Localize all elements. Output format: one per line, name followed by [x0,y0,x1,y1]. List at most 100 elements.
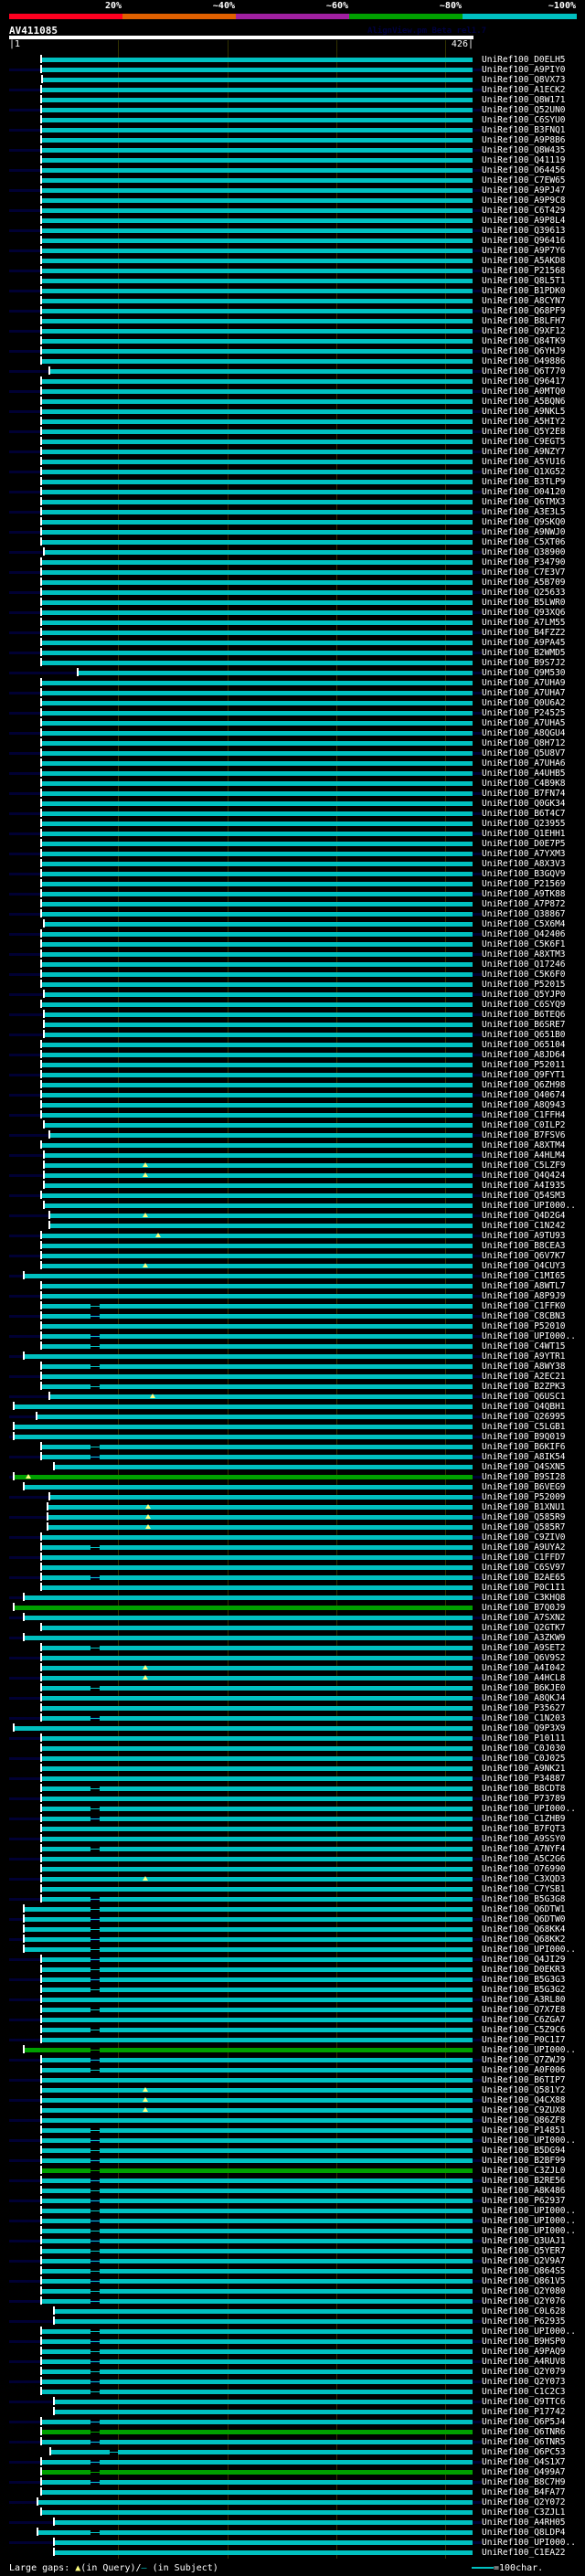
alignment-bar[interactable] [100,2239,473,2243]
alignment-row[interactable]: UniRef100_Q8L5T1 [0,276,585,286]
alignment-bar[interactable] [40,1002,473,1007]
hit-label-link[interactable]: UniRef100_A7LM55 [482,618,566,628]
hit-label-link[interactable]: UniRef100_O64456 [482,165,566,175]
alignment-bar[interactable] [40,2279,91,2284]
alignment-bar[interactable] [23,1937,91,1942]
alignment-bar[interactable] [100,1967,473,1972]
alignment-row[interactable]: UniRef100_C5X6M4 [0,919,585,929]
alignment-row[interactable]: UniRef100_A1ECK2 [0,85,585,95]
alignment-bar[interactable] [100,1947,473,1952]
alignment-bar[interactable] [40,2078,473,2083]
hit-label-link[interactable]: UniRef100_C6ZGA7 [482,2015,566,2025]
alignment-row[interactable]: UniRef100_A5BQN6 [0,397,585,407]
alignment-bar[interactable] [40,570,473,575]
alignment-bar[interactable] [37,2530,91,2535]
alignment-row[interactable]: UniRef100_Q4Q424 [0,1171,585,1181]
alignment-row[interactable]: UniRef100_A4HLM4 [0,1150,585,1161]
alignment-bar[interactable] [40,1977,91,1982]
hit-label-link[interactable]: UniRef100_A7UHA6 [482,758,566,769]
alignment-bar[interactable] [40,962,473,967]
hit-label-link[interactable]: UniRef100_D0E7P5 [482,839,566,849]
hit-label-link[interactable]: UniRef100_UPI000.. [482,1331,576,1341]
alignment-bar[interactable] [40,2369,91,2374]
alignment-bar[interactable] [40,440,473,444]
alignment-row[interactable]: UniRef100_C9EGT5 [0,437,585,447]
alignment-row[interactable]: UniRef100_Q1XG52 [0,467,585,477]
hit-label-link[interactable]: UniRef100_B1PDK0 [482,286,566,296]
hit-label-link[interactable]: UniRef100_Q96417 [482,376,566,387]
hit-label-link[interactable]: UniRef100_B5G3G8 [482,1894,566,1904]
alignment-row[interactable]: UniRef100_Q2Y073 [0,2377,585,2387]
hit-label-link[interactable]: UniRef100_Q5Y2E8 [482,427,566,437]
alignment-bar[interactable] [40,1455,91,1459]
alignment-row[interactable]: UniRef100_Q96417 [0,376,585,387]
alignment-row[interactable]: UniRef100_A4UHB5 [0,769,585,779]
alignment-row[interactable]: UniRef100_A5HIY2 [0,417,585,427]
alignment-row[interactable]: UniRef100_C1MI65 [0,1271,585,1281]
alignment-bar[interactable] [100,2460,473,2465]
hit-label-link[interactable]: UniRef100_Q4CUY3 [482,1261,566,1271]
alignment-bar[interactable] [100,1917,473,1922]
hit-label-link[interactable]: UniRef100_Q4CX88 [482,2095,566,2105]
alignment-row[interactable]: UniRef100_P21568 [0,266,585,276]
hit-label-link[interactable]: UniRef100_A4I042 [482,1663,566,1673]
hit-label-link[interactable]: UniRef100_C3ZJL0 [482,2166,566,2176]
alignment-row[interactable]: UniRef100_UPI000.. [0,1945,585,1955]
alignment-row[interactable]: UniRef100_O65104 [0,1040,585,1050]
hit-label-link[interactable]: UniRef100_Q8L5T1 [482,276,566,286]
alignment-bar[interactable] [49,1394,473,1399]
alignment-bar[interactable] [44,992,473,997]
alignment-bar[interactable] [40,88,473,92]
alignment-bar[interactable] [40,1344,91,1349]
alignment-bar[interactable] [53,2319,473,2324]
hit-label-link[interactable]: UniRef100_B9SI28 [482,1472,566,1482]
alignment-bar[interactable] [40,269,473,273]
hit-label-link[interactable]: UniRef100_C7E3V7 [482,567,566,578]
alignment-row[interactable]: UniRef100_B6KIF6 [0,1442,585,1452]
alignment-row[interactable]: UniRef100_B2AE65 [0,1573,585,1583]
hit-label-link[interactable]: UniRef100_Q42406 [482,929,566,939]
alignment-bar[interactable] [100,2128,473,2133]
alignment-bar[interactable] [40,701,473,705]
alignment-bar[interactable] [40,2209,91,2213]
hit-label-link[interactable]: UniRef100_Q4QBH1 [482,1402,566,1412]
alignment-row[interactable]: UniRef100_Q2V9A7 [0,2256,585,2266]
alignment-bar[interactable] [40,912,473,917]
alignment-bar[interactable] [40,2178,91,2183]
hit-label-link[interactable]: UniRef100_Q6ZH98 [482,1080,566,1090]
alignment-bar[interactable] [40,1807,91,1811]
alignment-row[interactable]: UniRef100_B4FZZ2 [0,628,585,638]
hit-label-link[interactable]: UniRef100_A9NK21 [482,1764,566,1774]
hit-label-link[interactable]: UniRef100_A7SXN2 [482,1613,566,1623]
alignment-bar[interactable] [40,480,473,484]
alignment-row[interactable]: UniRef100_Q5U8V7 [0,748,585,758]
alignment-row[interactable]: UniRef100_C6SYU0 [0,115,585,125]
alignment-row[interactable]: UniRef100_C5XT06 [0,537,585,547]
alignment-row[interactable]: UniRef100_C1EA22 [0,2548,585,2558]
hit-label-link[interactable]: UniRef100_Q1XG52 [482,467,566,477]
alignment-bar[interactable] [40,379,473,384]
alignment-bar[interactable] [40,359,473,364]
alignment-bar[interactable] [40,1988,91,1992]
hit-label-link[interactable]: UniRef100_Q8VX73 [482,75,566,85]
alignment-bar[interactable] [40,822,473,826]
alignment-row[interactable]: UniRef100_A7LM55 [0,618,585,628]
alignment-row[interactable]: UniRef100_Q8H712 [0,738,585,748]
alignment-bar[interactable] [40,259,473,263]
alignment-row[interactable]: UniRef100_A9PJ47 [0,186,585,196]
alignment-bar[interactable] [40,490,473,494]
alignment-row[interactable]: UniRef100_A5YU16 [0,457,585,467]
alignment-row[interactable]: UniRef100_Q8W435 [0,145,585,155]
hit-label-link[interactable]: UniRef100_A9SET2 [482,1643,566,1653]
alignment-row[interactable]: UniRef100_C4WT15 [0,1341,585,1352]
alignment-row[interactable]: UniRef100_A8XTM4 [0,1140,585,1150]
hit-label-link[interactable]: UniRef100_Q585R9 [482,1512,566,1522]
alignment-bar[interactable] [100,2189,473,2193]
hit-label-link[interactable]: UniRef100_B5G3G3 [482,1975,566,1985]
hit-label-link[interactable]: UniRef100_C5XT06 [482,537,566,547]
hit-label-link[interactable]: UniRef100_A9P9C8 [482,196,566,206]
hit-label-link[interactable]: UniRef100_Q585R7 [482,1522,566,1532]
alignment-bar[interactable] [40,600,473,605]
alignment-row[interactable]: UniRef100_O64456 [0,165,585,175]
alignment-row[interactable]: UniRef100_A7SXN2 [0,1613,585,1623]
